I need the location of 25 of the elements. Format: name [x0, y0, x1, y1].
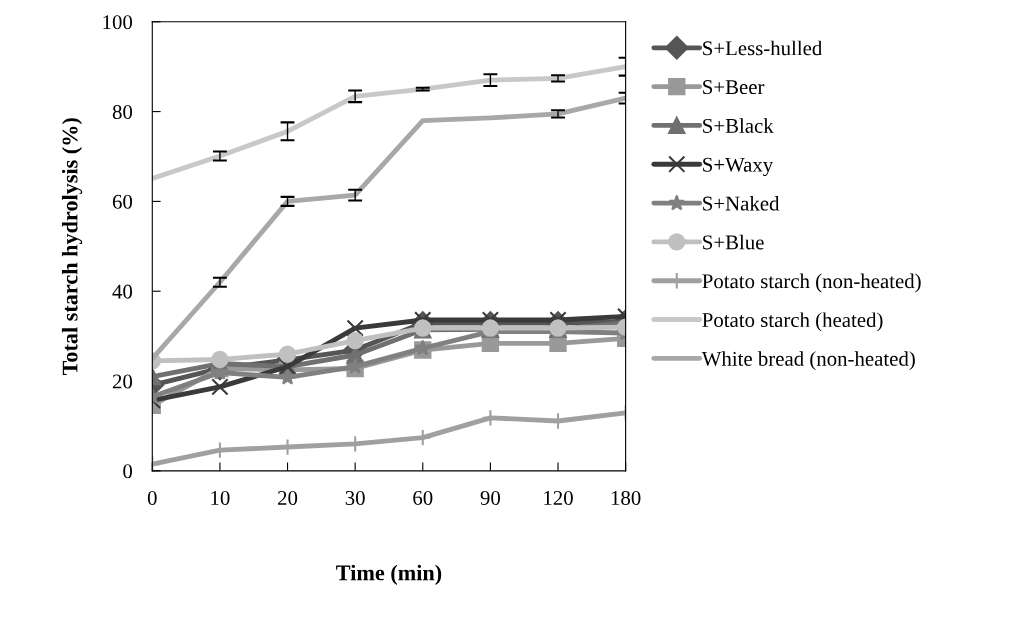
x-tick-label: 60 [413, 490, 433, 505]
x-tick-label: 30 [345, 490, 365, 505]
x-tick-label: 20 [278, 490, 298, 505]
x-tick-label: 10 [211, 490, 230, 505]
legend-label: Potato starch (non-heated) [702, 273, 921, 293]
x-axis-title: Time (min) [336, 564, 442, 585]
y-tick-label: 0 [123, 464, 133, 479]
legend-label: Potato starch (heated) [702, 312, 883, 332]
x-tick-label: 90 [480, 490, 501, 505]
legend-label: White bread (non-heated) [701, 351, 915, 371]
x-tick-label: 120 [544, 490, 573, 505]
y-axis-title: Total starch hydrolysis (%) [61, 118, 83, 376]
legend-label: S+Naked [703, 195, 780, 211]
y-tick-label: 100 [103, 15, 133, 30]
y-tick-label: 20 [112, 374, 133, 389]
x-tick-label: 0 [147, 490, 157, 505]
y-tick-label: 80 [112, 104, 133, 120]
legend-label: S+Beer [703, 80, 765, 95]
legend-label: S+Black [703, 118, 774, 133]
legend-label: S+Waxy [703, 157, 774, 177]
legend-label: S+Blue [703, 234, 764, 250]
legend-label: S+Less-hulled [703, 40, 823, 56]
x-tick-label: 180 [611, 490, 641, 505]
y-tick-label: 40 [112, 284, 133, 299]
y-tick-label: 60 [112, 194, 133, 209]
